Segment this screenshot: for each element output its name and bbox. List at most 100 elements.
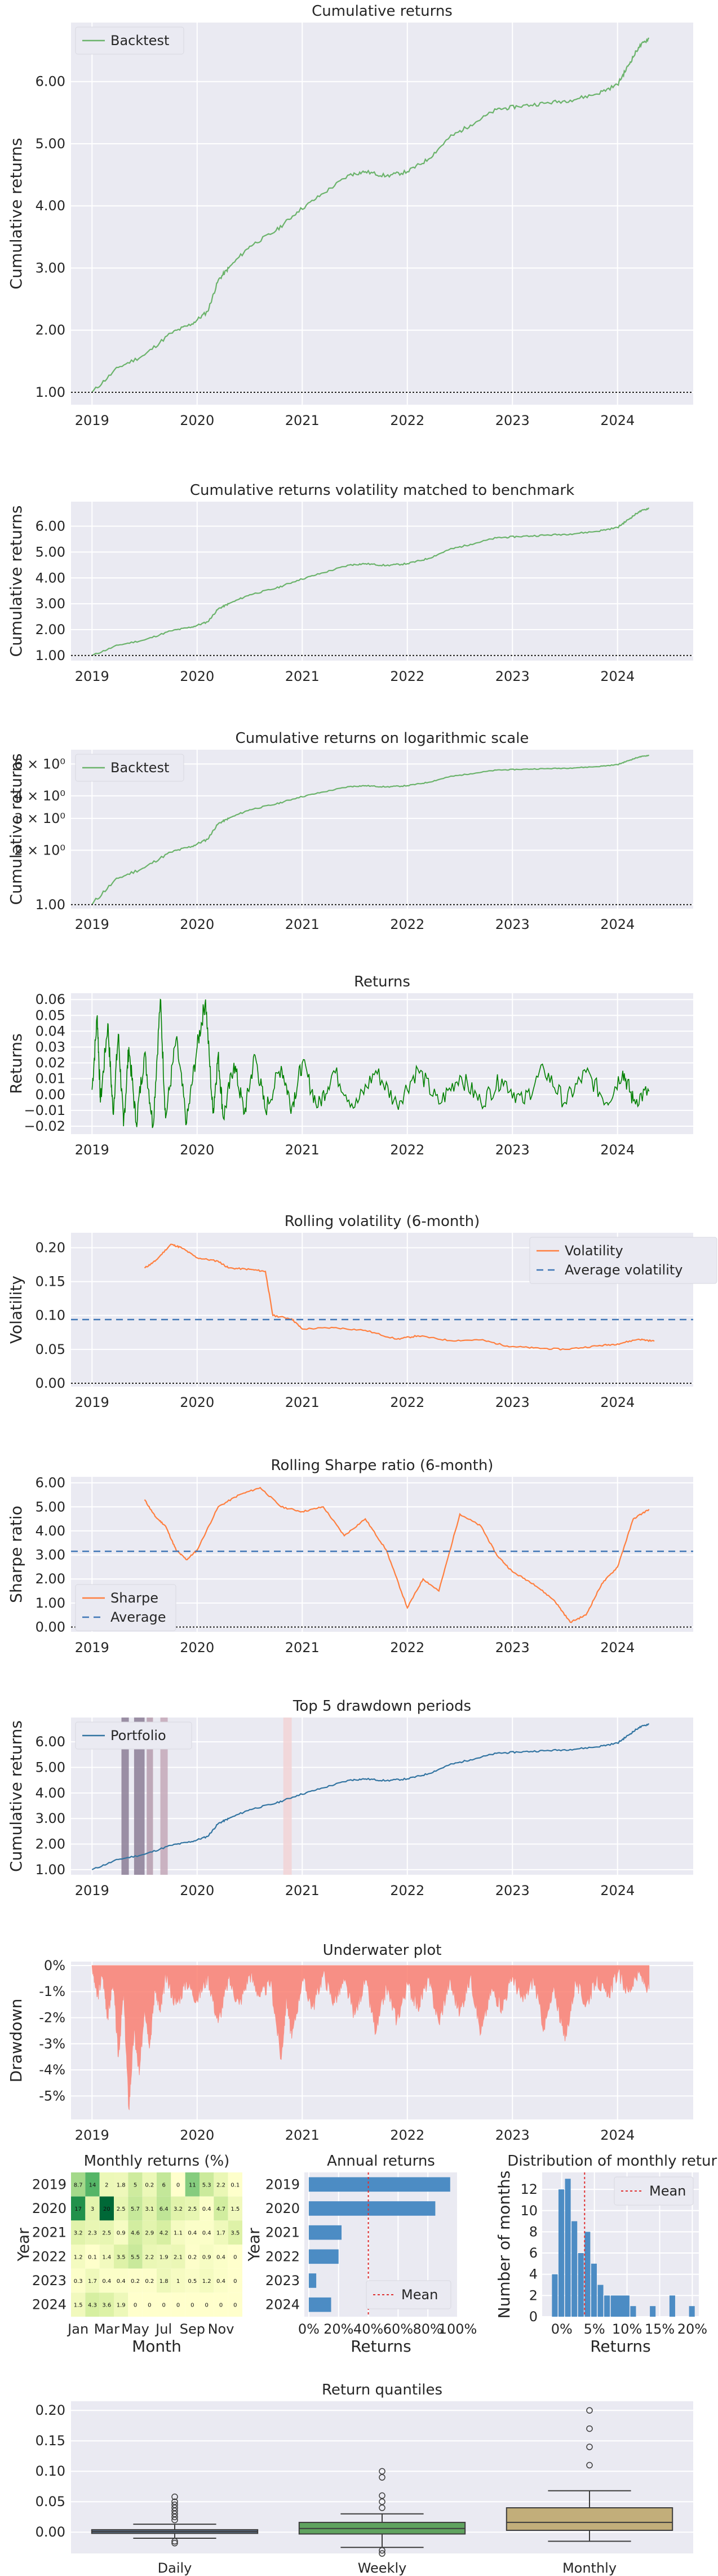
quantiles-category-label: Daily [158,2560,192,2576]
drawdown-title: Top 5 drawdown periods [292,1698,471,1715]
annual-legend-frame [366,2280,451,2309]
returns-plot-area [71,993,693,1134]
monthly-cell [200,2220,214,2245]
rollvol-xtick-label: 2020 [180,1395,214,1410]
cumvol-ylabel: Cumulative returns [7,506,25,657]
monthly-cell [99,2220,114,2245]
monthly-cell [71,2196,86,2221]
dist-ytick-label: 2 [529,2287,538,2303]
monthly-cell [157,2268,171,2293]
cumlog-ytick-label: 6 × 10⁰ [14,756,65,772]
cum-ylabel: Cumulative returns [7,138,25,290]
drawdown-xtick-label: 2021 [285,1883,320,1898]
underwater-title: Underwater plot [323,1942,442,1959]
monthly-cell-label: 5.5 [131,2254,140,2260]
monthly-cell [114,2172,128,2197]
monthly-cell-label: 2.2 [216,2182,225,2188]
cum-xtick-label: 2019 [75,413,109,428]
monthly-cell-label: 11 [189,2182,196,2188]
monthly-cell-label: 0 [176,2303,180,2309]
cum-xtick-label: 2024 [600,413,635,428]
underwater-ytick-label: -3% [39,2036,65,2052]
monthly-cell [228,2245,242,2269]
monthly-cell [228,2172,242,2197]
monthly-title: Monthly returns (%) [84,2153,230,2170]
returns-title: Returns [354,973,410,990]
drawdown-drawdown-span-1 [134,1718,145,1875]
cumlog-series-line-0 [91,754,649,905]
cumlog-ytick-label: 3 × 10⁰ [14,811,65,826]
monthly-cell [114,2220,128,2245]
underwater-ylabel: Drawdown [7,1999,25,2083]
returns-ytick-label: 0.04 [36,1023,65,1039]
monthly-cell [171,2292,185,2317]
monthly-cell [214,2196,228,2221]
drawdown-series-line-0 [91,1723,649,1870]
annual-year-label: 2020 [265,2201,300,2216]
monthly-cell-label: 1.5 [231,2206,240,2212]
rollvol-title: Rolling volatility (6-month) [285,1213,480,1230]
rollsharpe-xtick-label: 2020 [180,1640,214,1656]
dist-xtick-label: 20% [677,2321,707,2337]
monthly-cell-label: 1.4 [102,2254,111,2260]
underwater-xtick-label: 2022 [390,2127,424,2143]
monthly-month-label: Jan [67,2321,88,2337]
monthly-cell-label: 0 [162,2303,165,2309]
cum-xtick-label: 2021 [285,413,320,428]
underwater-xtick-label: 2019 [75,2127,109,2143]
monthly-cell-label: 2 [105,2182,108,2188]
annual-year-label: 2023 [265,2273,300,2289]
monthly-cell-label: 0.2 [145,2278,154,2285]
monthly-cell [128,2245,143,2269]
cumvol-ytick-label: 1.00 [36,648,65,663]
quantiles-flier [171,2539,178,2547]
quantiles-flier [171,2501,178,2508]
underwater-xtick-label: 2023 [495,2127,530,2143]
monthly-cell-label: 0.4 [117,2278,126,2285]
monthly-cell [185,2220,200,2245]
monthly-cell-label: 3.5 [231,2230,240,2237]
monthly-cell-label: 0 [205,2303,208,2309]
quantiles-flier [171,2493,178,2500]
monthly-chart: Monthly returns (%) 8.7 14 2 1.8 5 0.2 6 0 11 5.3 2… [14,2153,242,2356]
cum-xtick-label: 2023 [495,413,530,428]
dist-ytick-label: 8 [529,2224,538,2239]
quantiles-flier [586,2425,593,2432]
drawdown-drawdown-span-0 [121,1718,129,1875]
monthly-cell-label: 0.4 [202,2206,211,2212]
dist-ytick-label: 12 [520,2181,538,2197]
monthly-cell-label: 1.2 [202,2278,211,2285]
monthly-cell-label: 0.3 [74,2278,83,2285]
returns-ytick-label: 0.00 [36,1087,65,1103]
cum-xtick-label: 2020 [180,413,214,428]
monthly-month-label: Jul [154,2321,172,2337]
monthly-month-label: May [121,2321,149,2337]
cumvol-ytick-label: 4.00 [36,570,65,586]
dist-legend-frame [614,2176,694,2206]
monthly-cell [185,2292,200,2317]
returns-ytick-label: 0.01 [36,1071,65,1087]
monthly-cell-label: 17 [74,2206,82,2212]
monthly-cell-label: 0.4 [102,2278,111,2285]
quantiles-ytick-label: 0.15 [36,2433,65,2449]
quantiles-flier [586,2462,593,2469]
monthly-cell [171,2172,185,2197]
quantiles-ytick-label: 0.20 [36,2402,65,2418]
returns-ytick-label: −0.01 [24,1103,65,1118]
monthly-cell-label: 2.9 [145,2230,154,2237]
monthly-cell-label: 0.4 [202,2230,211,2237]
cumvol-ytick-label: 2.00 [36,622,65,638]
monthly-cell [99,2196,114,2221]
drawdown-xtick-label: 2020 [180,1883,214,1898]
monthly-cell-label: 5.3 [202,2182,211,2188]
rollsharpe-xtick-label: 2019 [75,1640,109,1656]
monthly-cell-label: 0.1 [88,2254,97,2260]
rollsharpe-xtick-label: 2023 [495,1640,530,1656]
cumvol-ytick-label: 6.00 [36,519,65,534]
quantiles-flier [379,2550,385,2557]
monthly-cell-label: 1.7 [88,2278,97,2285]
cum-legend-label-0: Backtest [110,33,169,48]
annual-xtick-label: 100% [438,2321,477,2337]
